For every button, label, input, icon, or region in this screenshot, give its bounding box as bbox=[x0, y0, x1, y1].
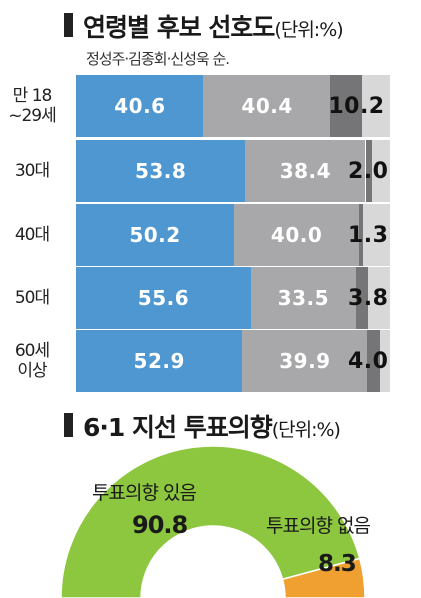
bar-segment-third bbox=[330, 75, 363, 137]
chart-unit-text: (단위:%) bbox=[274, 19, 343, 41]
title-marker bbox=[64, 13, 73, 37]
data-label-first: 53.8 bbox=[134, 159, 187, 183]
chart-unit-text: (단위:%) bbox=[271, 419, 341, 441]
data-label-third: 4.0 bbox=[348, 348, 389, 374]
data-label-first: 50.2 bbox=[129, 223, 181, 247]
data-label-first: 52.9 bbox=[133, 349, 185, 373]
data-label-third: 2.0 bbox=[348, 158, 389, 184]
data-label-first: 55.6 bbox=[137, 286, 190, 310]
data-label-third: 10.2 bbox=[328, 93, 385, 119]
bar-segment-second bbox=[203, 75, 332, 137]
chart-title-text: 연령별 후보 선호도 bbox=[83, 13, 275, 42]
data-label-second: 40.4 bbox=[241, 94, 293, 118]
data-label-third: 3.8 bbox=[348, 285, 389, 311]
gauge-label-no: 투표의향 없음 bbox=[266, 515, 371, 537]
bar-segment-third bbox=[365, 140, 372, 202]
bar-segment-first bbox=[76, 75, 205, 137]
age-preference-title: 연령별 후보 선호도 (단위:%) bbox=[64, 8, 344, 42]
bar-segment-third bbox=[359, 204, 364, 266]
age-group-label: 50대 bbox=[14, 288, 50, 308]
gauge-value-yes: 90.8 bbox=[132, 511, 188, 539]
bar-segment-second bbox=[233, 204, 361, 266]
age-group-label: 40대 bbox=[14, 225, 50, 245]
age-group-label: 60세 이상 bbox=[14, 341, 50, 381]
data-label-first: 40.6 bbox=[114, 94, 166, 118]
vote-intention-title: 6·1 지선 투표의향 (단위:%) bbox=[64, 408, 341, 442]
gauge-slice-yes bbox=[60, 445, 361, 598]
bar-segment-third bbox=[367, 330, 380, 392]
gauge-value-no: 8.3 bbox=[318, 551, 357, 577]
data-label-second: 33.5 bbox=[277, 286, 330, 310]
data-label-second: 39.9 bbox=[279, 349, 331, 373]
data-label-third: 1.3 bbox=[348, 222, 389, 248]
chart-title-text: 6·1 지선 투표의향 bbox=[83, 413, 273, 442]
data-label-second: 38.4 bbox=[279, 159, 332, 183]
gauge-label-yes: 투표의향 있음 bbox=[92, 482, 197, 504]
gauge-slice-no bbox=[281, 557, 366, 598]
bar-segment-second bbox=[250, 267, 357, 329]
bar-segment-first bbox=[76, 267, 252, 329]
bar-segment-first bbox=[76, 140, 246, 202]
title-marker bbox=[64, 413, 73, 437]
age-group-label: 만 18 ~29세 bbox=[8, 86, 57, 126]
data-label-second: 40.0 bbox=[270, 223, 323, 247]
candidate-order-note: 정성주·김종회·신성욱 순. bbox=[86, 50, 230, 68]
bar-segment-third bbox=[355, 267, 368, 329]
age-group-label: 30대 bbox=[14, 161, 50, 181]
